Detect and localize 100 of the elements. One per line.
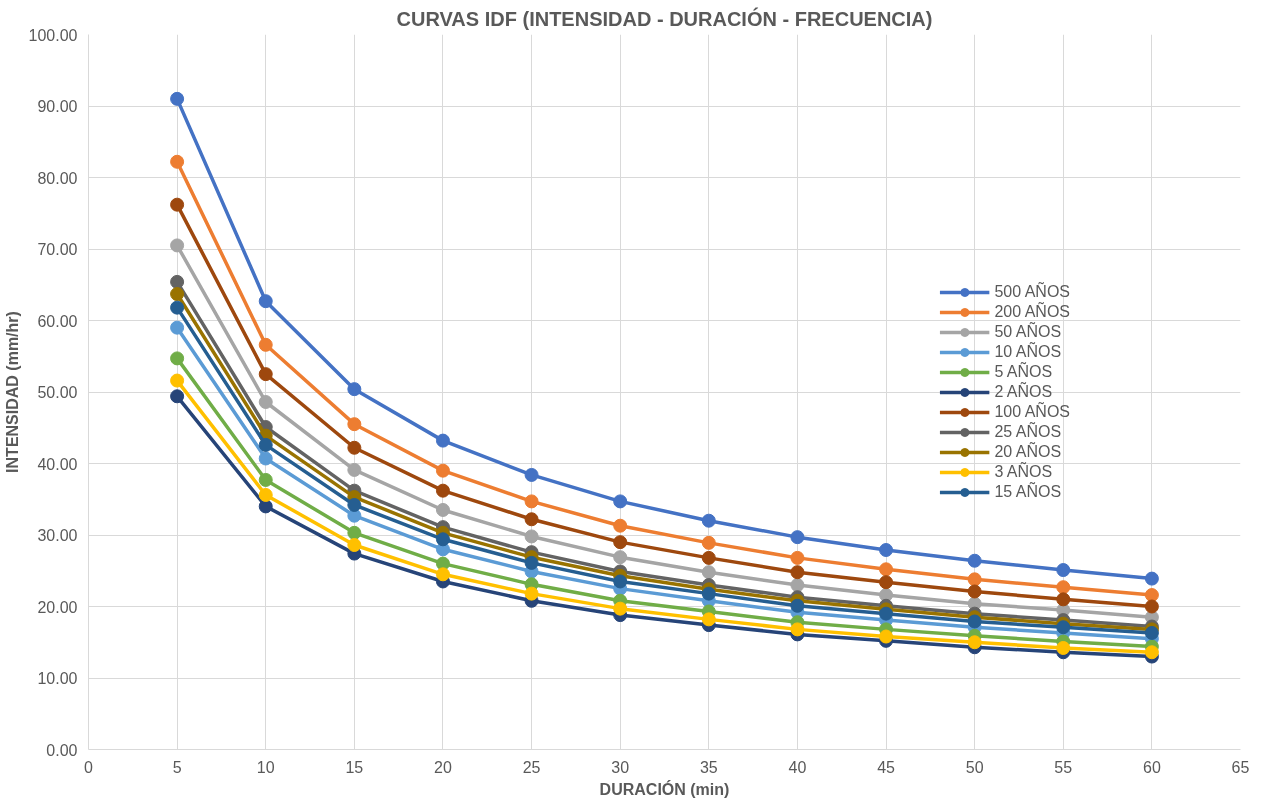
y-tick-label: 100.00 [28,26,78,44]
point [347,538,362,552]
y-tick-label: 80.00 [37,169,78,187]
x-tick-label: 10 [256,758,275,776]
point [435,532,450,547]
x-tick-label: 0 [84,758,94,776]
point [170,197,185,212]
x-tick-label: 20 [434,758,452,776]
legend-label: 200 AÑOS [994,302,1070,321]
point [347,382,362,397]
point [701,612,716,627]
point [790,598,805,613]
legend-label: 500 AÑOS [994,282,1070,301]
point [170,300,185,315]
point [258,294,273,309]
point [524,555,539,570]
point [170,91,185,106]
y-tick-label: 20.00 [37,598,78,616]
point [524,529,539,544]
point [170,351,185,366]
point [879,629,894,644]
point [1144,599,1159,614]
point [1144,571,1159,586]
point [1056,620,1071,635]
point [701,565,716,580]
point [701,513,716,528]
point [790,530,805,545]
y-tick-label: 60.00 [37,312,78,330]
legend-label: 20 AÑOS [994,442,1062,461]
y-axis-title: INTENSIDAD (mm/hr) [3,311,21,473]
point [701,586,716,601]
point [435,502,450,517]
x-tick-label: 60 [1142,758,1161,776]
x-tick-label: 15 [345,758,364,776]
point [170,320,185,335]
point [790,565,805,580]
point [170,274,185,289]
point [1056,563,1071,578]
point [1056,592,1071,607]
point [435,433,450,448]
y-tick-label: 70.00 [37,241,78,258]
point [524,467,539,482]
legend-label: 100 AÑOS [994,402,1070,421]
point [524,512,539,527]
point [435,567,450,582]
point [613,574,628,589]
point [613,494,628,509]
point [170,373,185,388]
legend-label: 10 AÑOS [994,342,1062,361]
chart-title: CURVAS IDF (INTENSIDAD - DURACIÓN - FRECUENCIA) [396,6,933,30]
point [347,417,362,432]
x-tick-label: 25 [522,758,541,776]
x-tick-label: 40 [788,758,807,776]
point [967,635,982,650]
point [347,440,362,455]
point [170,389,185,404]
legend-label: 50 AÑOS [994,322,1062,341]
point [435,483,450,498]
point [879,543,894,557]
y-tick-label: 10.00 [37,670,78,687]
x-tick-label: 30 [611,758,630,776]
point [701,550,716,565]
point [967,584,982,599]
point [258,472,273,487]
point [879,575,894,590]
point [258,337,273,352]
point [967,572,982,587]
x-tick-label: 35 [699,758,718,776]
point [258,395,273,409]
x-tick-label: 5 [172,758,182,776]
point [347,525,362,540]
point [347,497,362,512]
point [524,494,539,509]
y-tick-label: 40.00 [37,455,78,473]
point [170,287,185,302]
point [258,499,273,514]
legend-label: 15 AÑOS [994,482,1062,501]
point [613,535,628,550]
point [258,451,273,466]
point [170,238,185,253]
point [258,367,273,382]
x-tick-label: 45 [877,758,896,776]
point [879,606,894,621]
point [790,550,805,565]
y-tick-label: 30.00 [37,527,78,544]
x-tick-label: 55 [1054,758,1073,776]
point [790,578,805,593]
x-axis-title: DURACIÓN (min) [599,779,730,798]
legend-label: 5 AÑOS [994,362,1053,381]
legend-label: 25 AÑOS [994,422,1062,441]
point [258,437,273,452]
point [1056,580,1071,595]
point [170,154,185,169]
point [1144,645,1159,660]
point [879,562,894,577]
x-tick-label: 50 [965,758,984,776]
point [347,462,362,477]
point [967,553,982,568]
y-tick-label: 50.00 [37,384,78,401]
point [524,586,539,601]
